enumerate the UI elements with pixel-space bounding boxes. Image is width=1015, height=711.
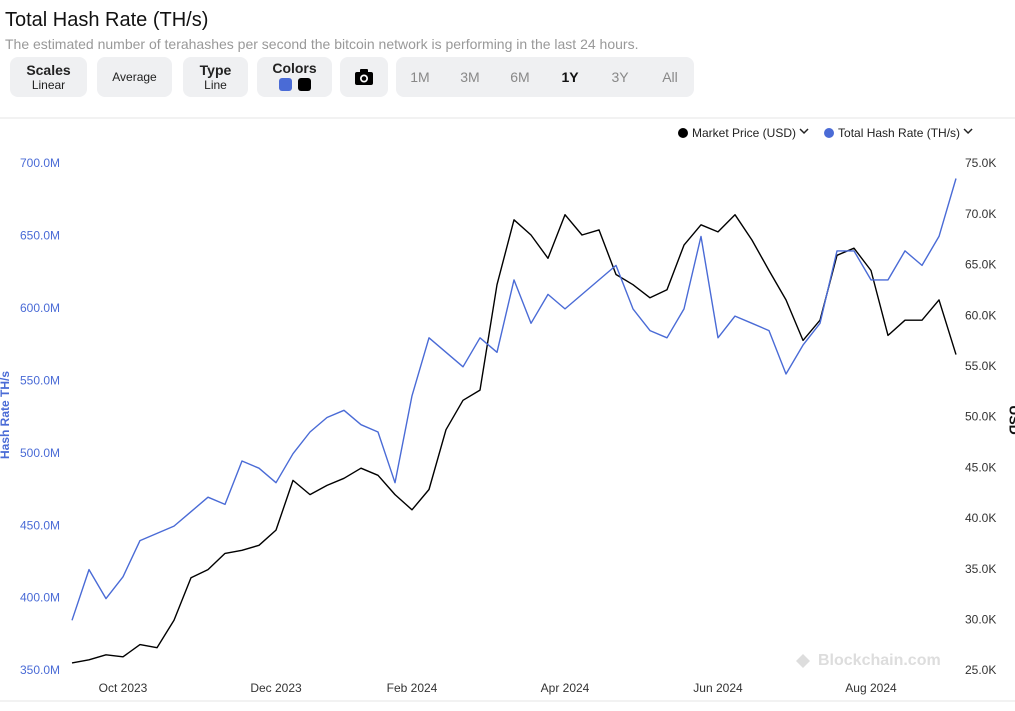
color-swatch (297, 78, 311, 91)
y-tick-label: 650.0M (20, 229, 60, 243)
range-button[interactable]: 6M (510, 69, 530, 85)
legend-chevron (799, 128, 809, 135)
range-button[interactable]: 1M (410, 69, 430, 85)
swatches (276, 76, 314, 94)
watermark-text: Blockchain.com (818, 652, 941, 669)
legend-label: Total Hash Rate (TH/s) (838, 126, 960, 140)
x-tick-label: Oct 2023 (99, 681, 148, 695)
y2-tick-label: 45.0K (965, 460, 996, 474)
y-tick-label: 450.0M (20, 518, 60, 532)
y2-tick-label: 40.0K (965, 511, 996, 525)
range-button[interactable]: 1Y (561, 69, 579, 85)
y2-tick-label: 55.0K (965, 359, 996, 373)
y2-tick-label: 60.0K (965, 308, 996, 322)
button-value: Linear (31, 78, 66, 92)
x-tick-label: Jun 2024 (693, 681, 743, 695)
y-tick-label: 700.0M (20, 156, 60, 170)
button-value: Line (204, 78, 227, 92)
y-tick-label: 350.0M (20, 663, 60, 677)
x-tick-label: Apr 2024 (541, 681, 590, 695)
y2-axis-title: USD (1006, 405, 1015, 435)
y-axis-title: Hash Rate TH/s (0, 371, 12, 459)
y2-tick-label: 50.0K (965, 410, 996, 424)
legend-label: Market Price (USD) (692, 126, 796, 140)
range-button[interactable]: 3M (460, 69, 480, 85)
color-swatch (278, 78, 292, 91)
y2-tick-label: 75.0K (965, 156, 996, 170)
subtitle: The estimated number of terahashes per s… (5, 36, 639, 52)
type-button[interactable]: Type Line (183, 57, 248, 97)
button-label: Scales (26, 62, 71, 78)
y-tick-label: 600.0M (20, 301, 60, 315)
watermark: Blockchain.com (796, 652, 941, 669)
camera-button[interactable] (340, 57, 388, 97)
x-tick-label: Dec 2023 (250, 681, 302, 695)
y-tick-label: 500.0M (20, 446, 60, 460)
range-button[interactable]: 3Y (611, 69, 629, 85)
button-label: Colors (272, 60, 317, 76)
average-button[interactable]: Average (97, 57, 172, 97)
y2-tick-label: 30.0K (965, 612, 996, 626)
legend-marker (824, 128, 835, 138)
y2-tick-label: 25.0K (965, 663, 996, 677)
legend-chevron (963, 128, 973, 135)
button-label: Type (199, 62, 232, 78)
camera-icon (355, 69, 373, 85)
button-label: Average (112, 70, 157, 84)
y2-tick-label: 65.0K (965, 258, 996, 272)
y-tick-label: 550.0M (20, 373, 60, 387)
y2-tick-label: 70.0K (965, 207, 996, 221)
legend-marker (678, 128, 688, 138)
watermark-icon (796, 654, 810, 668)
colors-button[interactable]: Colors (257, 57, 332, 97)
title: Total Hash Rate (TH/s) (5, 9, 209, 31)
series-line (71, 178, 957, 621)
y-tick-label: 400.0M (20, 591, 60, 605)
series-line (71, 214, 957, 664)
x-tick-label: Feb 2024 (387, 681, 438, 695)
scales-button[interactable]: Scales Linear (10, 57, 87, 97)
x-tick-label: Aug 2024 (845, 681, 897, 695)
range-button[interactable]: All (662, 69, 678, 85)
y2-tick-label: 35.0K (965, 562, 996, 576)
range-selector: 1M 3M 6M 1Y 3Y All (396, 57, 694, 97)
